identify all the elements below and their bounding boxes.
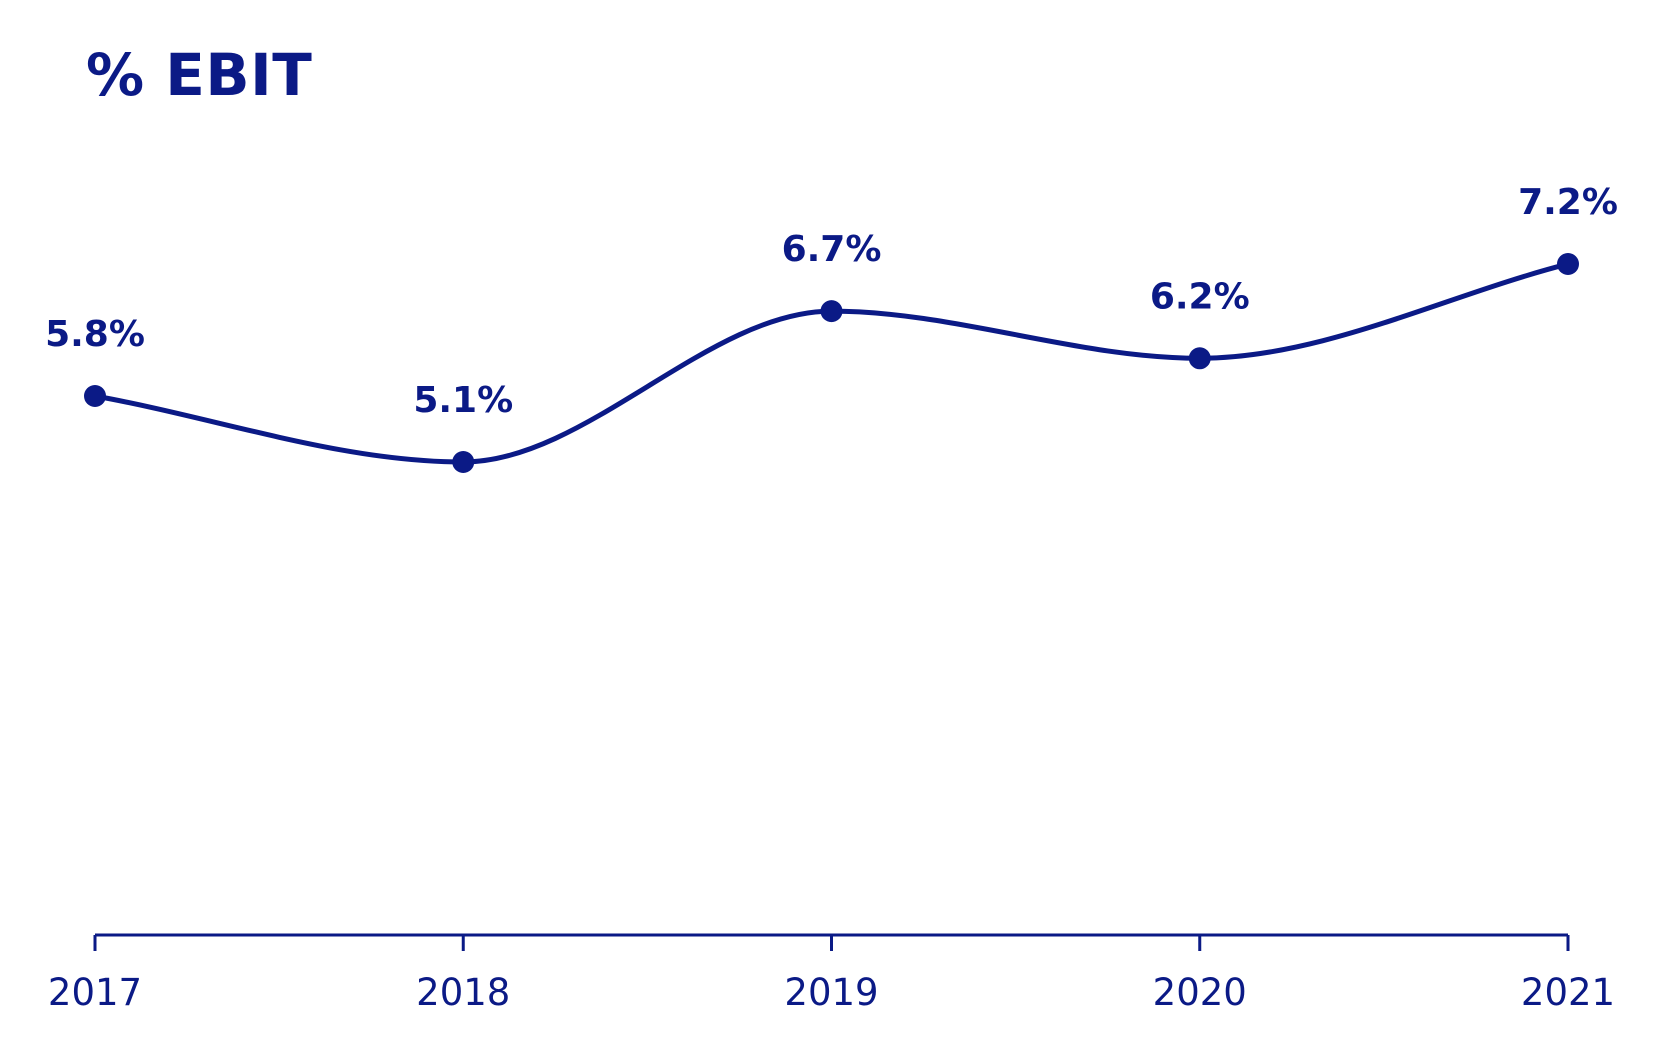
data-point — [1188, 347, 1211, 370]
data-label: 7.2% — [1518, 182, 1618, 223]
x-tick-label: 2017 — [48, 971, 142, 1014]
data-labels: 5.8% 5.1% 6.7% 6.2% 7.2% — [45, 182, 1618, 421]
series-line-group — [92, 261, 1571, 465]
series-line — [92, 261, 1571, 465]
data-point — [1557, 252, 1579, 275]
data-point — [84, 385, 106, 407]
chart-title: % EBIT — [86, 41, 313, 109]
data-label: 6.7% — [782, 229, 882, 270]
x-axis — [93, 933, 1570, 951]
x-tick-label: 2018 — [416, 971, 510, 1014]
data-point — [452, 451, 475, 474]
x-tick-labels: 2017 2018 2019 2020 2021 — [48, 971, 1615, 1014]
data-points — [84, 252, 1579, 474]
x-tick-label: 2020 — [1153, 971, 1247, 1014]
data-label: 6.2% — [1150, 276, 1250, 317]
x-tick-label: 2019 — [784, 971, 878, 1014]
data-label: 5.8% — [45, 314, 145, 355]
data-point — [820, 300, 843, 323]
data-label: 5.1% — [413, 380, 513, 421]
x-tick-label: 2021 — [1521, 971, 1615, 1014]
